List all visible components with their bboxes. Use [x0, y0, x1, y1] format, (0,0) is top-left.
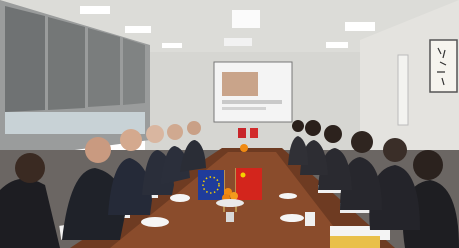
screen-text-line	[222, 100, 282, 104]
ceiling-light	[345, 22, 375, 31]
name-card	[226, 212, 234, 222]
ceiling-light	[162, 43, 182, 48]
window-blind	[123, 38, 145, 105]
window-blind	[88, 28, 120, 107]
page	[0, 0, 459, 248]
person-head	[146, 125, 164, 143]
screen-image	[222, 72, 258, 96]
saucer	[170, 194, 190, 202]
folder	[330, 236, 380, 248]
orange	[240, 144, 248, 152]
person-head	[167, 124, 183, 140]
projector	[224, 38, 252, 46]
china-flag	[236, 168, 262, 200]
cup	[305, 212, 315, 226]
person-head	[413, 150, 443, 180]
meeting-photo	[0, 0, 459, 248]
person-head	[305, 120, 321, 136]
flag-star	[241, 173, 246, 178]
saucer	[279, 193, 297, 199]
saucer	[141, 217, 169, 227]
person-head	[120, 129, 142, 151]
person-head	[85, 137, 111, 163]
small-flag	[250, 128, 258, 138]
small-flag	[238, 128, 246, 138]
ceiling-light	[232, 10, 260, 28]
fruit-plate	[216, 199, 244, 207]
wall-banner	[398, 55, 408, 125]
orange	[230, 192, 238, 200]
screen-text-line	[222, 107, 266, 110]
window-glass	[5, 112, 145, 134]
window-blind	[5, 6, 45, 112]
window-blind	[48, 17, 85, 110]
saucer	[280, 214, 304, 222]
person-head	[187, 121, 201, 135]
person-head	[292, 120, 304, 132]
ceiling-light	[80, 6, 110, 14]
person-head	[351, 131, 373, 153]
eu-flag	[198, 170, 224, 200]
person-head	[383, 138, 407, 162]
ceiling-light	[326, 42, 348, 48]
ceiling-light	[125, 26, 151, 33]
person-head	[15, 153, 45, 183]
person-head	[324, 125, 342, 143]
